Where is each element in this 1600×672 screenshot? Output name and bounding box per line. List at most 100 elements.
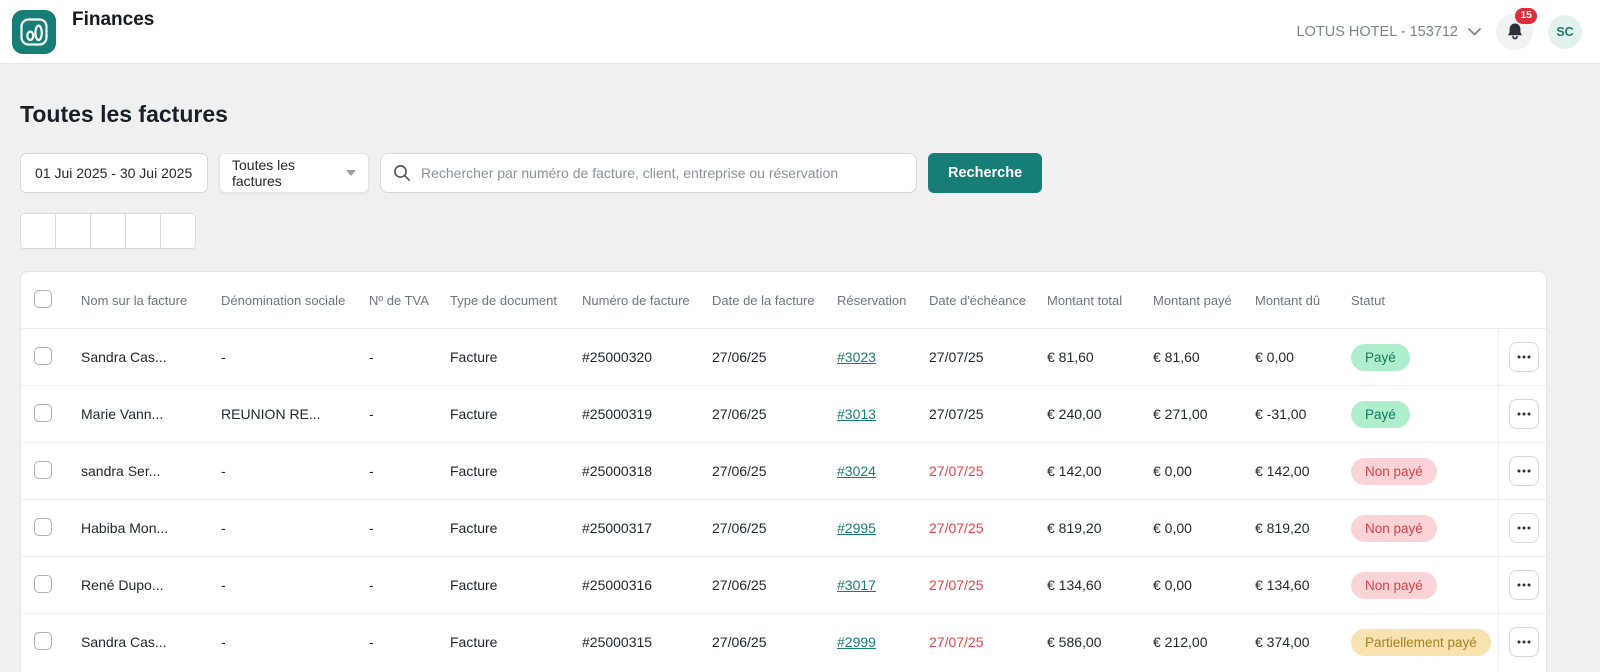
- row-checkbox[interactable]: [34, 517, 52, 536]
- document-type: Facture: [450, 463, 498, 479]
- column-header-statut: Statut: [1351, 292, 1385, 308]
- amount-total: € 142,00: [1047, 463, 1102, 479]
- invoice-date: 27/06/25: [712, 349, 767, 365]
- avatar[interactable]: SC: [1548, 14, 1582, 49]
- invoice-date: 27/06/25: [712, 520, 767, 536]
- status-badge: Payé: [1351, 400, 1410, 428]
- select-all-checkbox[interactable]: [34, 289, 52, 308]
- invoices-table: Nom sur la facture Dénomination sociale Nº…: [20, 271, 1547, 672]
- vat-number: -: [369, 520, 374, 536]
- amount-paid: € 0,00: [1153, 463, 1192, 479]
- table-row: Sandra Cas... - - Facture #25000320 27/0…: [21, 328, 1546, 385]
- bulk-actions-bar: [20, 213, 196, 249]
- status-badge: Non payé: [1351, 571, 1437, 599]
- reservation-link[interactable]: #3017: [837, 577, 876, 593]
- reservation-link[interactable]: #3023: [837, 349, 876, 365]
- reservation-link[interactable]: #3024: [837, 463, 876, 479]
- row-actions-button[interactable]: [1508, 570, 1539, 600]
- invoice-name: Habiba Mon...: [81, 520, 169, 536]
- row-checkbox[interactable]: [34, 460, 52, 479]
- status-badge: Payé: [1351, 343, 1410, 371]
- status-badge: Non payé: [1351, 514, 1437, 542]
- invoice-name: sandra Ser...: [81, 463, 161, 479]
- column-header-montant-du: Montant dû: [1255, 292, 1321, 308]
- invoice-number: #25000320: [582, 349, 653, 365]
- amount-paid: € 0,00: [1153, 520, 1192, 536]
- due-date: 27/07/25: [929, 463, 984, 479]
- chevron-down-icon: [1468, 27, 1481, 35]
- app-title: Finances: [72, 9, 155, 30]
- date-range-value: 01 Jui 2025 - 30 Jui 2025: [35, 165, 193, 181]
- row-actions-button[interactable]: [1508, 627, 1539, 657]
- actions-column-header: [1498, 272, 1546, 328]
- table-row: Marie Vann... REUNION RE... - Facture #2…: [21, 385, 1546, 442]
- company-name: -: [221, 463, 226, 479]
- reservation-link[interactable]: #2999: [837, 634, 876, 650]
- column-header-n-de-tva: Nº de TVA: [369, 292, 429, 308]
- date-range-input[interactable]: 01 Jui 2025 - 30 Jui 2025: [20, 153, 208, 193]
- search-icon: [394, 165, 411, 182]
- column-header-nom-sur-la-facture: Nom sur la facture: [81, 292, 188, 308]
- invoice-date: 27/06/25: [712, 634, 767, 650]
- bell-icon: [1507, 23, 1522, 40]
- ellipsis-icon: [1517, 583, 1530, 587]
- amount-total: € 240,00: [1047, 406, 1102, 422]
- due-date: 27/07/25: [929, 349, 984, 365]
- document-type: Facture: [450, 349, 498, 365]
- search-button[interactable]: Recherche: [928, 153, 1043, 193]
- notifications-button[interactable]: 15: [1496, 8, 1537, 50]
- invoice-type-select[interactable]: Toutes les factures: [219, 153, 369, 193]
- account-label: LOTUS HOTEL - 153712: [1296, 23, 1458, 40]
- header-tabs: [72, 35, 162, 47]
- invoice-type-value: Toutes les factures: [232, 157, 296, 189]
- amount-due: € -31,00: [1255, 406, 1307, 422]
- ellipsis-icon: [1517, 526, 1530, 530]
- row-checkbox[interactable]: [34, 631, 52, 650]
- amount-total: € 819,20: [1047, 520, 1102, 536]
- invoice-number: #25000318: [582, 463, 653, 479]
- amount-paid: € 271,00: [1153, 406, 1208, 422]
- table-row: sandra Ser... - - Facture #25000318 27/0…: [21, 442, 1546, 499]
- row-actions-button[interactable]: [1508, 342, 1539, 372]
- invoice-number: #25000317: [582, 520, 653, 536]
- bulk-action-0-selectionne[interactable]: [21, 214, 55, 248]
- invoice-number: #25000315: [582, 634, 653, 650]
- due-date: 27/07/25: [929, 406, 984, 422]
- bulk-action-telecharger-une-plage-de-dates[interactable]: [160, 214, 195, 248]
- row-actions-button[interactable]: [1508, 399, 1539, 429]
- invoice-name: René Dupo...: [81, 577, 164, 593]
- row-actions-button[interactable]: [1508, 513, 1539, 543]
- search-input[interactable]: [380, 153, 917, 193]
- bulk-action-paye-par-virement-bancaire[interactable]: [90, 214, 125, 248]
- app-logo: [12, 10, 56, 54]
- column-header-numero-de-facture: Numéro de facture: [582, 292, 690, 308]
- top-header: Finances LOTUS HOTEL - 153712 15 SC: [0, 0, 1600, 64]
- column-header-reservation: Réservation: [837, 292, 907, 308]
- company-name: -: [221, 349, 226, 365]
- filters-bar: 01 Jui 2025 - 30 Jui 2025 Toutes les fac…: [20, 153, 1580, 193]
- amount-total: € 81,60: [1047, 349, 1094, 365]
- row-checkbox[interactable]: [34, 574, 52, 593]
- column-header-denomination-sociale: Dénomination sociale: [221, 292, 346, 308]
- reservation-link[interactable]: #2995: [837, 520, 876, 536]
- column-header-montant-paye: Montant payé: [1153, 292, 1232, 308]
- company-name: -: [221, 634, 226, 650]
- invoice-number: #25000319: [582, 406, 653, 422]
- document-type: Facture: [450, 634, 498, 650]
- reservation-link[interactable]: #3013: [837, 406, 876, 422]
- vat-number: -: [369, 349, 374, 365]
- account-switcher[interactable]: LOTUS HOTEL - 153712: [1297, 24, 1481, 40]
- ellipsis-icon: [1517, 469, 1530, 473]
- column-header-date-de-la-facture: Date de la facture: [712, 292, 815, 308]
- column-header-type-de-document: Type de document: [450, 292, 557, 308]
- table-row: Habiba Mon... - - Facture #25000317 27/0…: [21, 499, 1546, 556]
- vat-number: -: [369, 463, 374, 479]
- row-checkbox[interactable]: [34, 403, 52, 422]
- bulk-action-telecharger-la-selection[interactable]: [125, 214, 160, 248]
- row-checkbox[interactable]: [34, 346, 52, 365]
- bulk-action-creer-un-releve-de-factures[interactable]: [55, 214, 90, 248]
- vat-number: -: [369, 577, 374, 593]
- row-actions-button[interactable]: [1508, 456, 1539, 486]
- page-title: Toutes les factures: [20, 101, 228, 127]
- column-header-date-d-echeance: Date d'échéance: [929, 292, 1027, 308]
